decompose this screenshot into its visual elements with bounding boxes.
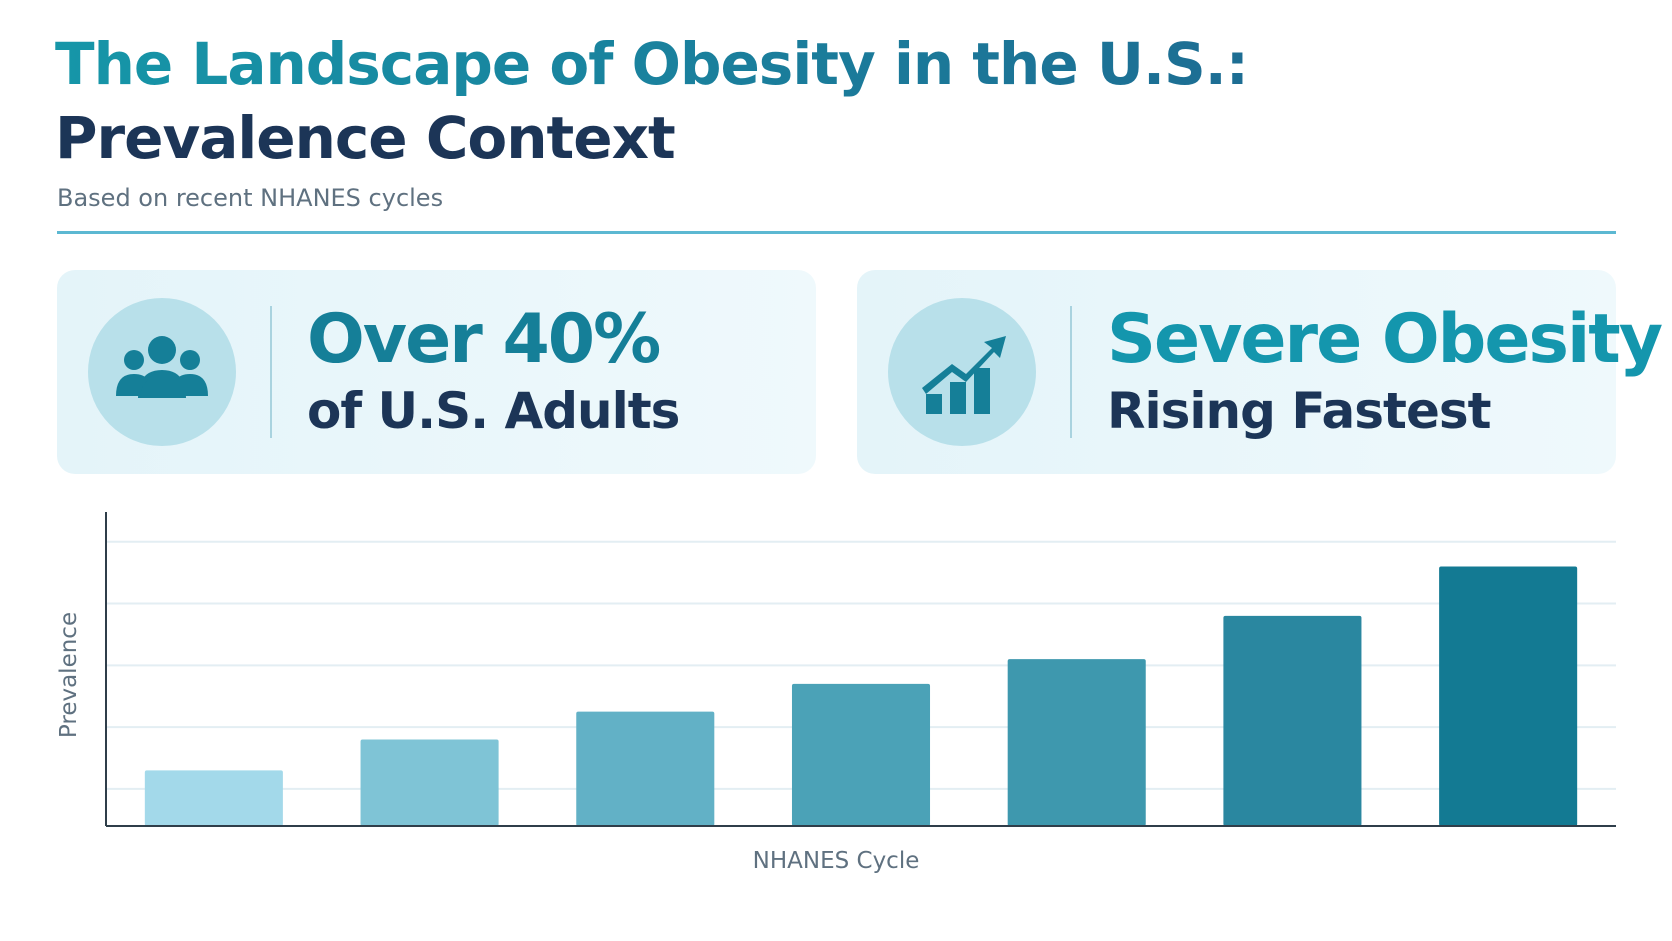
bar xyxy=(791,683,931,826)
divider xyxy=(57,231,1616,234)
title-line: Prevalence Context xyxy=(55,104,676,172)
bar xyxy=(360,739,499,826)
separator xyxy=(1070,306,1072,438)
bar xyxy=(144,770,283,826)
bar xyxy=(1223,615,1362,826)
bar xyxy=(576,711,715,826)
people-icon xyxy=(88,298,236,446)
trend-icon xyxy=(888,298,1036,446)
bar xyxy=(1439,566,1578,826)
stat-card: Severe Obesity Rising Fastest xyxy=(857,270,1663,474)
x-axis-label: NHANES Cycle xyxy=(753,848,920,874)
separator xyxy=(270,306,272,438)
chart: NHANES Cycle Prevalence xyxy=(56,512,1616,874)
bar xyxy=(1007,659,1146,826)
subtitle: Based on recent NHANES cycles xyxy=(57,184,444,212)
card-subline: of U.S. Adults xyxy=(307,382,680,440)
card-headline: Severe Obesity xyxy=(1107,300,1663,379)
title-line: The Landscape of Obesity in the U.S.: xyxy=(55,30,1249,98)
y-axis-label: Prevalence xyxy=(56,612,82,738)
card-subline: Rising Fastest xyxy=(1107,382,1492,440)
card-headline: Over 40% xyxy=(307,300,661,379)
stat-card: Over 40% of U.S. Adults xyxy=(57,270,816,474)
